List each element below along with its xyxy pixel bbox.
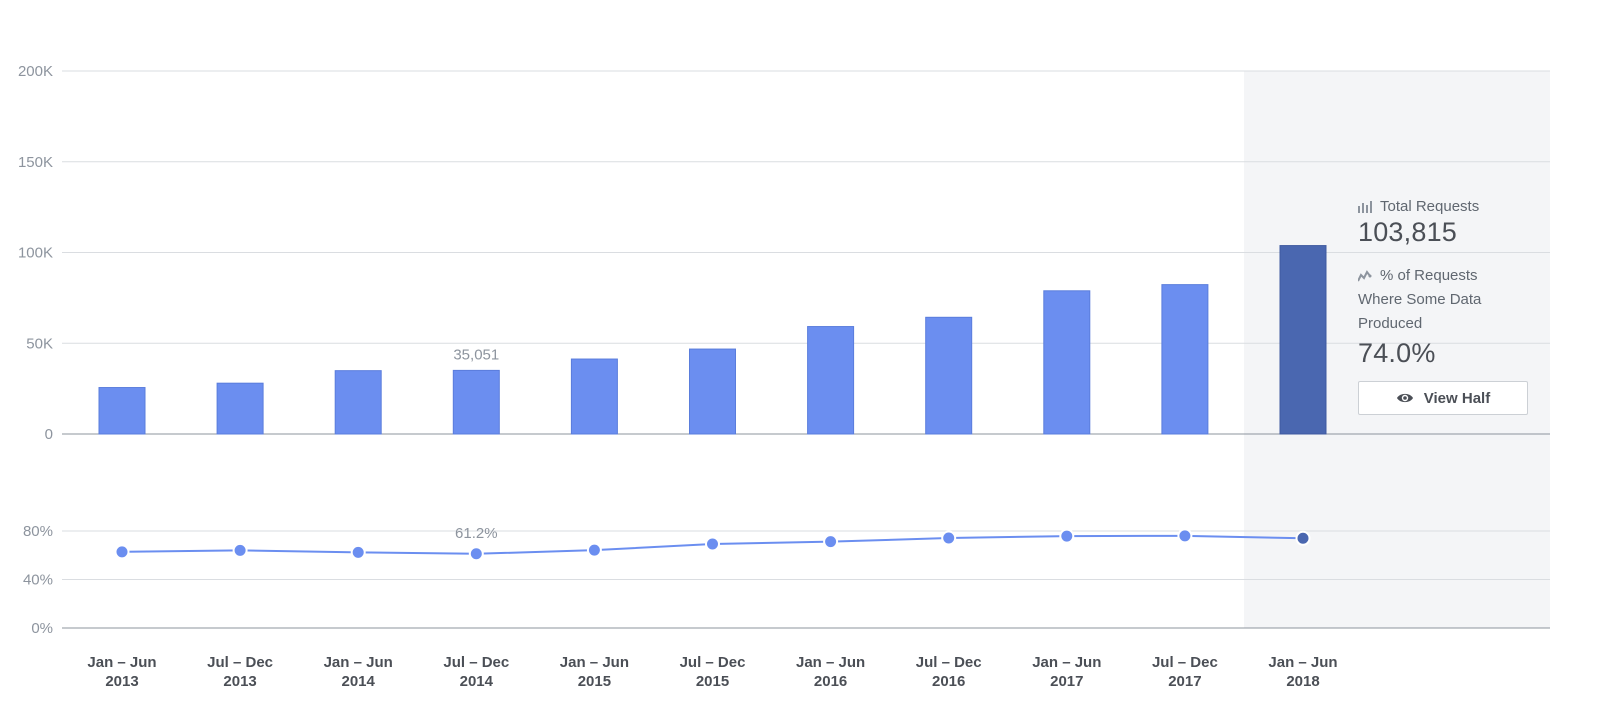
bar-y-tick-label: 200K <box>18 63 53 80</box>
percent-requests-value: 74.0% <box>1358 338 1436 368</box>
x-tick-label-period: Jul – Dec <box>207 654 273 671</box>
x-tick-label-period: Jul – Dec <box>680 654 746 671</box>
bar-chart-icon <box>1358 200 1372 213</box>
line-point[interactable] <box>1177 528 1193 544</box>
total-requests-label: Total Requests <box>1380 198 1480 215</box>
bar[interactable] <box>1161 284 1209 435</box>
x-tick-label-period: Jan – Jun <box>87 654 156 671</box>
x-tick-label-year: 2013 <box>223 673 256 690</box>
total-requests-header: Total Requests <box>1358 198 1530 215</box>
x-tick-label-year: 2015 <box>696 673 729 690</box>
bar-series[interactable] <box>98 245 1327 435</box>
bar-y-tick-label: 50K <box>26 335 53 352</box>
percent-requests-label-line3: Produced <box>1358 315 1423 332</box>
bar-data-labels: 35,051 <box>453 346 499 363</box>
line-point[interactable] <box>114 544 130 560</box>
x-tick-label-year: 2018 <box>1286 673 1319 690</box>
bar[interactable] <box>570 358 618 435</box>
line-y-tick-label: 0% <box>31 620 53 637</box>
x-tick-label-period: Jan – Jun <box>796 654 865 671</box>
x-tick-label-year: 2014 <box>460 673 494 690</box>
bar-data-label: 35,051 <box>453 346 499 363</box>
line-point[interactable] <box>941 530 957 546</box>
x-tick-label-year: 2016 <box>814 673 847 690</box>
line-point[interactable] <box>350 544 366 560</box>
line-point[interactable] <box>705 536 720 552</box>
bar[interactable] <box>925 316 973 435</box>
bar-y-tick-label: 150K <box>18 154 53 171</box>
percent-requests-header: % of Requests <box>1358 264 1530 288</box>
line-point[interactable] <box>468 546 484 562</box>
summary-panel: Total Requests 103,815 % of Requests Whe… <box>1358 198 1530 415</box>
total-requests-value: 103,815 <box>1358 217 1457 247</box>
line-data-label: 61.2% <box>455 525 498 542</box>
x-tick-label-period: Jul – Dec <box>1152 654 1218 671</box>
view-half-button[interactable]: View Half <box>1358 381 1528 415</box>
bar-y-tick-label: 0 <box>45 426 53 443</box>
line-point[interactable] <box>586 542 602 558</box>
line-point[interactable] <box>232 542 248 558</box>
x-tick-label-year: 2013 <box>105 673 138 690</box>
x-tick-label-period: Jan – Jun <box>560 654 629 671</box>
x-tick-label-period: Jan – Jun <box>1032 654 1101 671</box>
bar-y-tick-label: 100K <box>18 245 53 262</box>
line-data-labels: 61.2% <box>455 525 498 542</box>
x-tick-label-year: 2014 <box>342 673 376 690</box>
percent-requests-label-line1: % of Requests <box>1380 267 1478 284</box>
x-tick-label-period: Jul – Dec <box>916 654 982 671</box>
line-point[interactable] <box>1295 530 1311 546</box>
view-half-label: View Half <box>1423 389 1491 407</box>
percent-requests-label-line2: Where Some Data <box>1358 291 1482 308</box>
x-tick-label-year: 2016 <box>932 673 965 690</box>
bar[interactable] <box>98 387 146 435</box>
bar[interactable] <box>1043 290 1091 435</box>
x-tick-label-period: Jan – Jun <box>324 654 393 671</box>
trend-line-icon <box>1358 270 1372 282</box>
x-tick-label-year: 2015 <box>578 673 611 690</box>
bar[interactable] <box>216 382 264 435</box>
line-point[interactable] <box>1059 528 1075 544</box>
bar[interactable] <box>1279 245 1327 435</box>
bar[interactable] <box>334 370 382 435</box>
line-series[interactable] <box>114 528 1311 562</box>
x-tick-label-year: 2017 <box>1050 673 1083 690</box>
eye-icon <box>1396 393 1413 403</box>
line-y-tick-label: 40% <box>23 572 53 589</box>
x-tick-label-period: Jul – Dec <box>443 654 509 671</box>
line-y-tick-label: 80% <box>23 523 53 540</box>
line-point[interactable] <box>823 534 839 550</box>
x-tick-label-year: 2017 <box>1168 673 1201 690</box>
bar[interactable] <box>807 326 855 435</box>
x-tick-label-period: Jan – Jun <box>1268 654 1337 671</box>
bar[interactable] <box>452 369 500 435</box>
x-axis-labels: Jan – Jun 2013 Jul – Dec 2013 Jan – Jun 2014 J… <box>87 654 1337 690</box>
bar[interactable] <box>689 348 736 435</box>
